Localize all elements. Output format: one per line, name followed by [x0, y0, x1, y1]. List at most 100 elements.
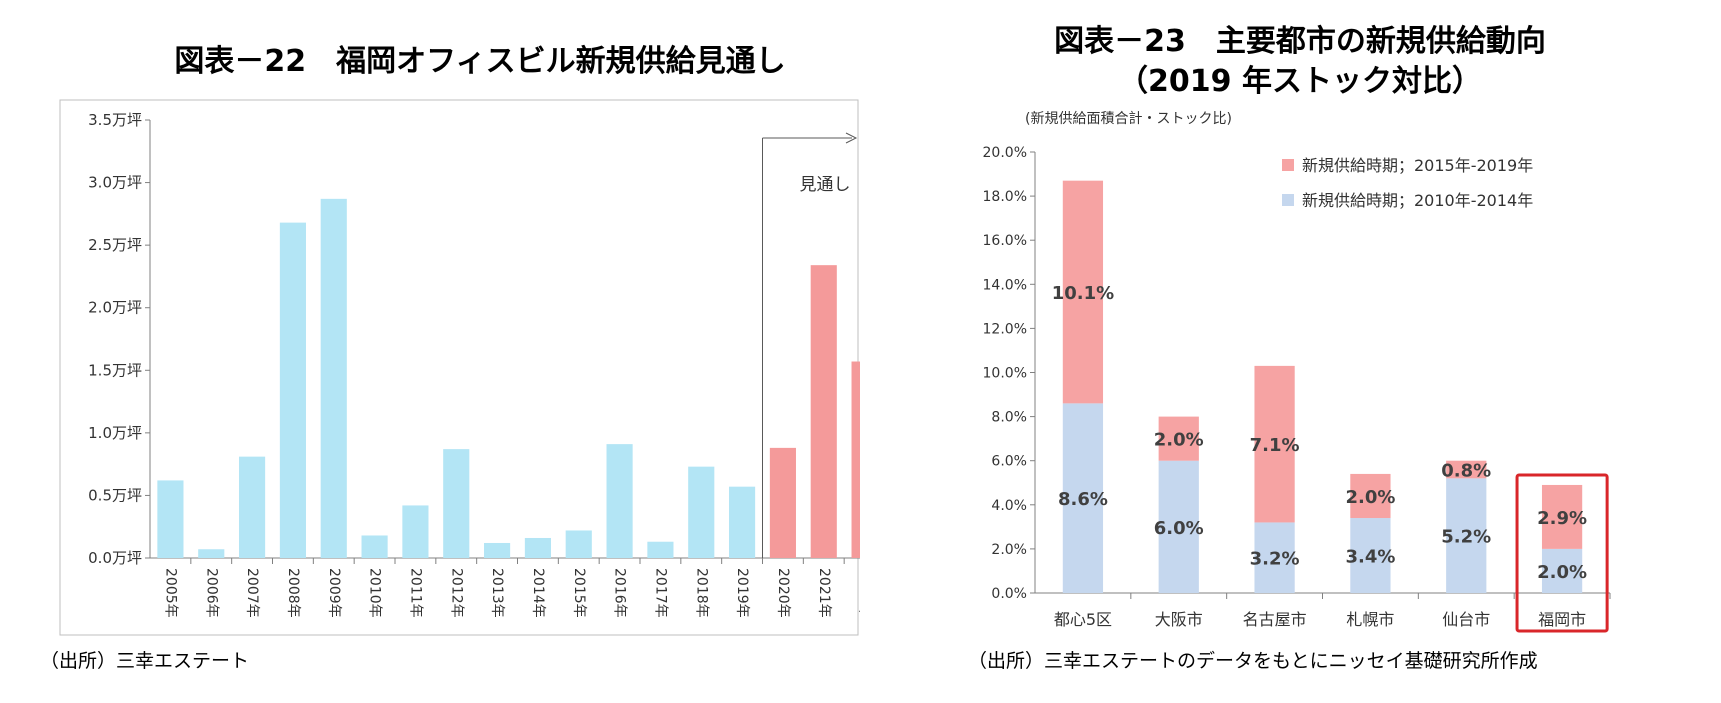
right-x-tick-label: 仙台市: [1442, 610, 1490, 629]
left-x-tick-label: 2013年: [489, 568, 505, 618]
right-stacked-bar-chart: (新規供給面積合計・ストック比) 0.0% 2.0% 4.0% 6.0% 8.0% 10.0…: [983, 111, 1611, 633]
left-bar: [606, 444, 633, 558]
right-y-tick-label: 8.0%: [991, 410, 1027, 426]
right-bar-segment-2015-2019: [1541, 484, 1583, 549]
right-y-tick-label: 12.0%: [983, 321, 1027, 337]
left-y-tick-label: 2.0万坪: [88, 299, 142, 317]
forecast-arrow-icon: [845, 132, 858, 144]
left-bar-chart: 0.0万坪 0.5万坪 1.0万坪 1.5万坪 2.0万坪 2.5万坪 3.0万坪 3.5万坪…: [59, 99, 860, 636]
left-x-tick-label: 2012年: [448, 568, 464, 618]
left-x-tick-label: 2008年: [285, 568, 301, 618]
right-y-tick-label: 14.0%: [983, 277, 1027, 293]
left-y-tick-label: 2.5万坪: [88, 236, 142, 254]
left-bar: [484, 542, 511, 558]
left-x-tick-label: 2006年: [203, 568, 219, 618]
right-data-label: 8.6%: [1058, 489, 1108, 510]
right-chart-title-line2: （2019 年ストック対比）: [1118, 64, 1482, 99]
left-bar: [402, 505, 429, 558]
left-bar: [729, 486, 756, 558]
right-data-label: 2.9%: [1537, 508, 1587, 529]
right-y-tick-label: 18.0%: [983, 189, 1027, 205]
right-bar-segment-2015-2019: [1062, 180, 1104, 404]
right-data-label: 7.1%: [1250, 435, 1300, 456]
right-y-tick-label: 2.0%: [991, 542, 1027, 558]
right-bar-segment-2010-2014: [1446, 478, 1487, 593]
left-y-tick-label: 0.5万坪: [88, 486, 142, 504]
left-x-tick-label: 2020年: [775, 568, 791, 618]
left-y-tick-label: 1.0万坪: [88, 424, 142, 442]
right-bar-segment-2010-2014: [1350, 518, 1391, 593]
right-bar-segment-2015-2019: [1158, 416, 1199, 461]
left-x-tick-label: 2022年: [857, 568, 860, 618]
right-y-tick-label: 10.0%: [983, 366, 1027, 382]
left-chart-title: 図表－22 福岡オフィスビル新規供給見通し: [174, 44, 786, 79]
left-bar: [647, 541, 674, 558]
right-y-axis-title: (新規供給面積合計・ストック比): [1025, 111, 1232, 127]
left-x-tick-label: 2015年: [571, 568, 587, 618]
left-bar: [279, 222, 306, 559]
left-y-tick-label: 0.0万坪: [88, 549, 142, 567]
legend-label: 新規供給時期；2010年-2014年: [1302, 191, 1533, 210]
left-source-note: （出所）三幸エステート: [40, 650, 250, 672]
right-data-label: 10.1%: [1052, 283, 1114, 304]
left-x-tick-label: 2007年: [244, 568, 260, 618]
right-data-label: 2.0%: [1537, 562, 1587, 583]
right-bar-segment-2010-2014: [1541, 548, 1583, 593]
legend-label: 新規供給時期；2015年-2019年: [1302, 156, 1533, 175]
forecast-label: 見通し: [800, 175, 851, 195]
left-x-tick-label: 2016年: [612, 568, 628, 618]
right-y-tick-label: 0.0%: [991, 586, 1027, 602]
left-x-tick-label: 2021年: [816, 568, 832, 618]
left-x-tick-label: 2011年: [407, 568, 423, 618]
left-y-tick-label: 1.5万坪: [88, 361, 142, 379]
right-y-tick-label: 4.0%: [991, 498, 1027, 514]
left-bar: [851, 361, 860, 558]
right-x-tick-label: 都心5区: [1054, 610, 1112, 629]
legend-swatch: [1282, 159, 1294, 171]
right-x-tick-label: 福岡市: [1538, 610, 1586, 629]
right-bar-segment-2015-2019: [1350, 473, 1391, 519]
right-data-label: 6.0%: [1154, 518, 1204, 539]
right-y-tick-label: 16.0%: [983, 233, 1027, 249]
left-x-tick-label: 2010年: [367, 568, 383, 618]
right-bar-segment-2015-2019: [1254, 365, 1295, 523]
left-bar: [157, 480, 184, 558]
left-bar: [239, 456, 266, 558]
right-data-label: 3.2%: [1250, 549, 1300, 570]
left-x-tick-label: 2018年: [693, 568, 709, 618]
right-chart-title-line1: 図表－23 主要都市の新規供給動向: [1054, 24, 1546, 59]
highlight-box-fukuoka: [1515, 473, 1609, 633]
left-bar: [565, 530, 592, 558]
right-source-note: （出所）三幸エステートのデータをもとにニッセイ基礎研究所作成: [968, 650, 1538, 672]
right-bar-segment-2010-2014: [1062, 403, 1104, 593]
right-data-label: 3.4%: [1345, 547, 1395, 568]
left-x-tick-label: 2019年: [734, 568, 750, 618]
left-bar: [769, 447, 796, 558]
right-data-label: 0.8%: [1441, 461, 1491, 482]
left-x-tick-label: 2005年: [162, 568, 178, 618]
left-bar: [524, 537, 551, 558]
left-x-tick-label: 2017年: [652, 568, 668, 618]
left-x-tick-label: 2009年: [326, 568, 342, 618]
left-bar: [810, 265, 837, 558]
right-data-label: 5.2%: [1441, 527, 1491, 548]
right-x-tick-label: 札幌市: [1346, 610, 1394, 629]
left-bar: [198, 549, 225, 558]
right-bar-segment-2010-2014: [1254, 522, 1295, 593]
right-y-tick-label: 6.0%: [991, 454, 1027, 470]
left-y-tick-label: 3.5万坪: [88, 111, 142, 129]
right-bar-segment-2010-2014: [1158, 460, 1199, 593]
right-bar-segment-2015-2019: [1446, 460, 1487, 479]
right-data-label: 2.0%: [1345, 487, 1395, 508]
left-x-tick-label: 2014年: [530, 568, 546, 618]
right-x-tick-label: 名古屋市: [1243, 610, 1307, 629]
right-x-tick-label: 大阪市: [1155, 610, 1203, 629]
right-data-label: 2.0%: [1154, 430, 1204, 451]
left-bar: [443, 449, 470, 558]
left-bar: [361, 535, 388, 558]
right-y-tick-label: 20.0%: [983, 145, 1027, 161]
legend-swatch: [1282, 194, 1294, 206]
left-bar: [688, 466, 715, 558]
left-y-tick-label: 3.0万坪: [88, 174, 142, 192]
left-bar: [320, 198, 347, 558]
